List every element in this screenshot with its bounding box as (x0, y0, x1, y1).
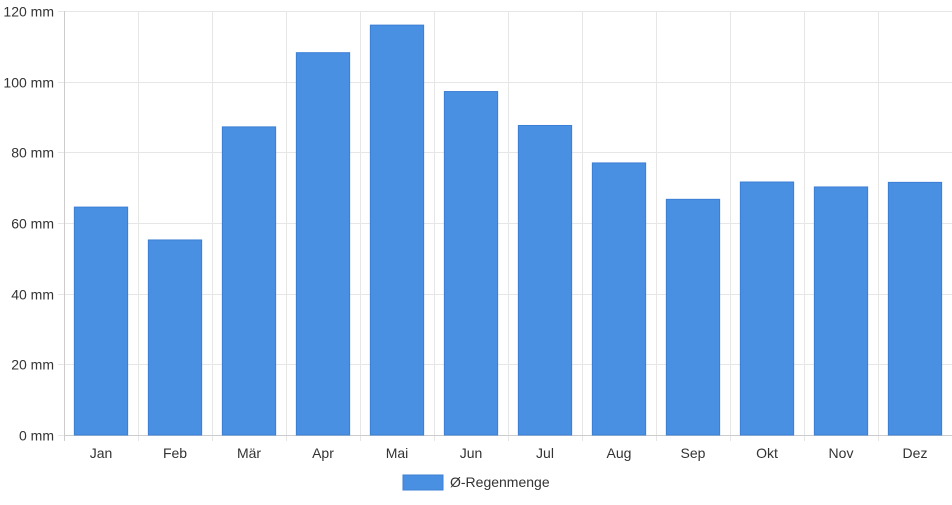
x-tick-label: Aug (607, 445, 632, 461)
y-tick-label: 80 mm (11, 145, 54, 161)
x-tick-label: Mär (237, 445, 261, 461)
x-tick-label: Nov (829, 445, 854, 461)
x-tick-label: Okt (756, 445, 778, 461)
x-tick-label: Feb (163, 445, 187, 461)
x-tick-label: Apr (312, 445, 334, 461)
x-tick-label: Jan (90, 445, 113, 461)
bar-okt[interactable] (739, 181, 795, 436)
bar-apr[interactable] (295, 52, 351, 436)
y-tick-labels: 0 mm 20 mm 40 mm 60 mm 80 mm 100 mm 120 mm (3, 4, 54, 444)
bar-jul[interactable] (517, 124, 573, 436)
legend-swatch[interactable] (402, 474, 444, 491)
bars (73, 24, 943, 436)
axes (58, 11, 952, 441)
bar-feb[interactable] (147, 239, 203, 436)
bar-jun[interactable] (443, 91, 499, 436)
x-tick-label: Jun (460, 445, 483, 461)
y-tick-label: 20 mm (11, 357, 54, 373)
y-tick-label: 40 mm (11, 287, 54, 303)
bar-mär[interactable] (221, 126, 277, 436)
legend-label[interactable]: Ø-Regenmenge (450, 474, 550, 490)
x-tick-labels: Jan Feb Mär Apr Mai Jun Jul Aug Sep Okt Nov Dez (90, 445, 928, 461)
x-tick-label: Sep (681, 445, 706, 461)
y-tick-label: 0 mm (19, 428, 54, 444)
bar-dez[interactable] (887, 181, 943, 436)
y-tick-label: 60 mm (11, 216, 54, 232)
bar-jan[interactable] (73, 206, 129, 436)
y-tick-label: 120 mm (3, 4, 54, 20)
x-tick-label: Jul (536, 445, 554, 461)
bar-nov[interactable] (813, 186, 869, 436)
grid (64, 11, 952, 441)
x-tick-label: Dez (903, 445, 928, 461)
x-tick-label: Mai (386, 445, 409, 461)
bar-mai[interactable] (369, 24, 425, 436)
legend[interactable]: Ø-Regenmenge (402, 474, 550, 491)
bar-aug[interactable] (591, 162, 647, 436)
bar-sep[interactable] (665, 198, 721, 436)
y-tick-label: 100 mm (3, 75, 54, 91)
